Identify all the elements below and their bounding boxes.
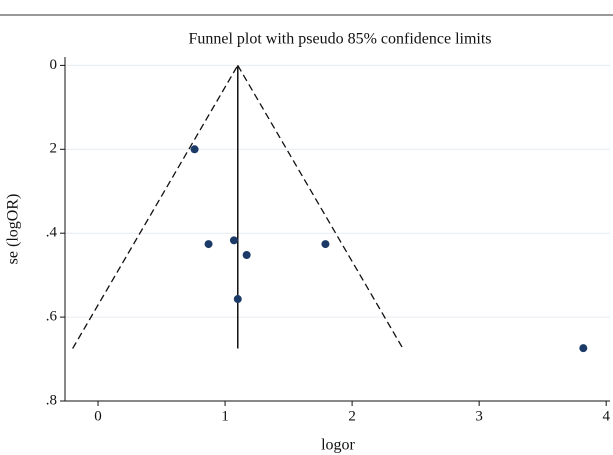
x-axis-label: logor (321, 437, 355, 454)
chart-title: Funnel plot with pseudo 85% confidence l… (188, 31, 491, 48)
lower-limit (72, 65, 239, 349)
point (204, 240, 213, 249)
y-tick-label: .8 (46, 392, 57, 408)
y-axis-label: se (logOR) (5, 194, 22, 265)
y-tick-label: .6 (46, 309, 58, 325)
point (190, 145, 199, 154)
x-tick-label: 3 (475, 408, 483, 424)
x-tick-label: 2 (348, 408, 356, 424)
point (579, 344, 588, 353)
point (233, 295, 242, 304)
x-tick-label: 0 (94, 408, 102, 424)
point (229, 236, 238, 245)
x-tick-label: 1 (221, 408, 229, 424)
y-tick-label: 2 (50, 141, 58, 157)
upper-limit (237, 65, 404, 349)
y-tick-label: 0 (50, 57, 58, 73)
point (242, 251, 251, 260)
x-tick-label: 4 (602, 408, 610, 424)
point (321, 240, 330, 249)
y-tick-label: .4 (46, 225, 58, 241)
